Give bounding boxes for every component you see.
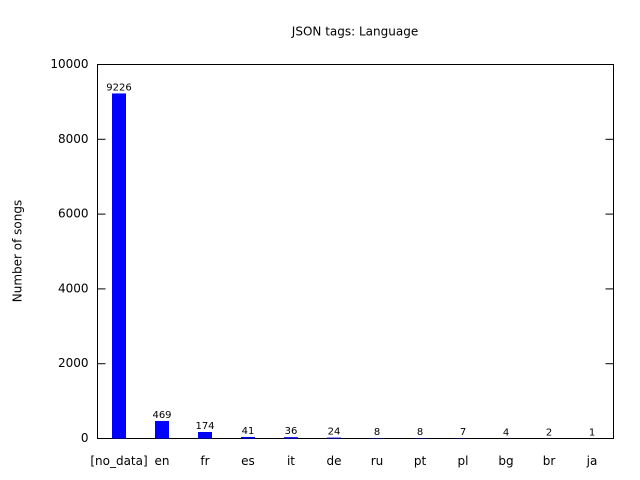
data-label: 4 [503, 427, 509, 438]
data-label: 36 [285, 426, 298, 437]
x-tick-label: it [287, 454, 295, 468]
y-tick-label: 10000 [50, 57, 88, 71]
x-tick-label: [no_data] [90, 454, 147, 468]
y-tick-label: 8000 [58, 132, 89, 146]
y-axis-label: Number of songs [11, 200, 25, 302]
x-tick-label: pt [414, 454, 427, 468]
bar [327, 437, 341, 439]
data-label: 9226 [106, 82, 131, 93]
x-tick-label: de [327, 454, 342, 468]
data-label: 7 [460, 427, 466, 438]
data-label: 24 [328, 427, 341, 438]
bar [155, 420, 169, 439]
bar [198, 431, 212, 439]
data-label: 2 [546, 427, 552, 438]
plot-frame [97, 64, 614, 439]
x-tick-label: pl [458, 454, 469, 468]
bar [241, 436, 255, 439]
x-tick-label: en [155, 454, 170, 468]
chart-title: JSON tags: Language [291, 25, 418, 39]
x-tick-label: es [241, 454, 255, 468]
data-label: 1 [589, 427, 595, 438]
y-tick-label: 6000 [58, 207, 89, 221]
y-tick-label: 0 [81, 431, 89, 445]
y-tick-label: 4000 [58, 281, 89, 295]
data-label: 8 [417, 427, 423, 438]
x-tick-label: ja [586, 454, 598, 468]
x-tick-label: bg [498, 454, 513, 468]
bar [112, 93, 126, 439]
bar [284, 437, 298, 439]
data-label: 469 [152, 410, 171, 421]
y-tick-label: 2000 [58, 356, 89, 370]
x-tick-label: br [543, 454, 556, 468]
x-tick-label: fr [200, 454, 209, 468]
data-label: 8 [374, 427, 380, 438]
data-label: 41 [242, 426, 255, 437]
data-label: 174 [195, 421, 214, 432]
x-tick-label: ru [371, 454, 384, 468]
